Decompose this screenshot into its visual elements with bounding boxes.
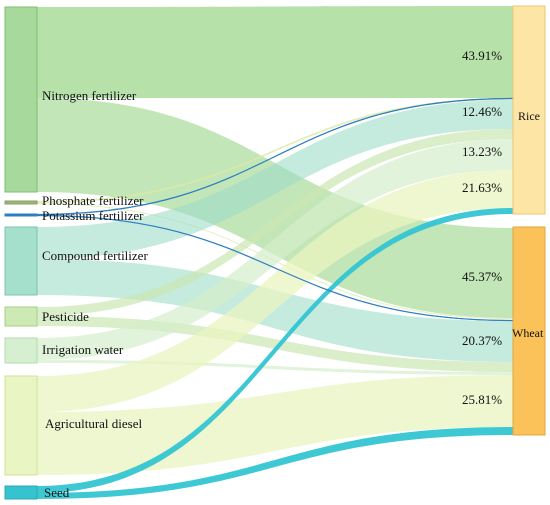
flows-layer bbox=[36, 6, 514, 499]
nodes-layer bbox=[4, 5, 546, 500]
flow-edge-potassium-to-wheat bbox=[36, 214, 514, 322]
flow-edge-potassium-to-rice bbox=[36, 97, 514, 216]
flow-phosphate-to-rice bbox=[37, 98, 513, 203]
label-phosphate-fertilizer: Phosphate fertilizer bbox=[42, 193, 144, 208]
flow-seed-to-wheat bbox=[37, 427, 513, 499]
label-rice: Rice bbox=[518, 109, 540, 123]
label-irrigation-water: Irrigation water bbox=[42, 342, 124, 357]
pct-rice-irrigation: 13.23% bbox=[462, 144, 502, 159]
node-irrigation bbox=[4, 337, 38, 364]
label-pesticide: Pesticide bbox=[42, 309, 89, 324]
node-seed bbox=[4, 485, 38, 500]
flow-diesel-to-rice bbox=[37, 170, 513, 412]
pct-wheat-diesel: 25.81% bbox=[462, 392, 502, 407]
flow-irrigation-to-rice bbox=[37, 139, 513, 360]
label-wheat: Wheat bbox=[512, 326, 544, 340]
flow-pesticide-to-rice bbox=[37, 129, 513, 316]
node-compound bbox=[4, 226, 38, 296]
label-potassium-fertilizer: Potassium fertilizer bbox=[42, 208, 144, 223]
flow-compound-to-rice bbox=[37, 100, 513, 259]
label-compound-fertilizer: Compound fertilizer bbox=[42, 248, 148, 263]
pct-rice-compound: 12.46% bbox=[462, 104, 502, 119]
node-nitrogen bbox=[4, 6, 38, 193]
flow-diesel-to-wheat bbox=[37, 375, 513, 475]
node-diesel bbox=[4, 375, 38, 476]
node-wheat bbox=[512, 226, 546, 436]
pct-wheat-nitrogen: 45.37% bbox=[462, 269, 502, 284]
pct-rice-diesel: 21.63% bbox=[462, 180, 502, 195]
pct-wheat-compound: 20.37% bbox=[462, 333, 502, 348]
node-potassium bbox=[4, 213, 38, 217]
flow-nitrogen-to-wheat bbox=[37, 98, 513, 318]
node-phosphate bbox=[4, 200, 38, 205]
label-agricultural-diesel: Agricultural diesel bbox=[45, 416, 142, 431]
label-nitrogen-fertilizer: Nitrogen fertilizer bbox=[42, 88, 137, 103]
flow-nitrogen-to-rice bbox=[37, 6, 513, 98]
pct-rice-nitrogen: 43.91% bbox=[462, 48, 502, 63]
label-seed: Seed bbox=[44, 485, 70, 500]
node-pesticide bbox=[4, 306, 38, 327]
flow-compound-to-wheat bbox=[37, 259, 513, 362]
node-rice bbox=[512, 5, 546, 215]
flow-seed-to-rice bbox=[37, 208, 513, 493]
